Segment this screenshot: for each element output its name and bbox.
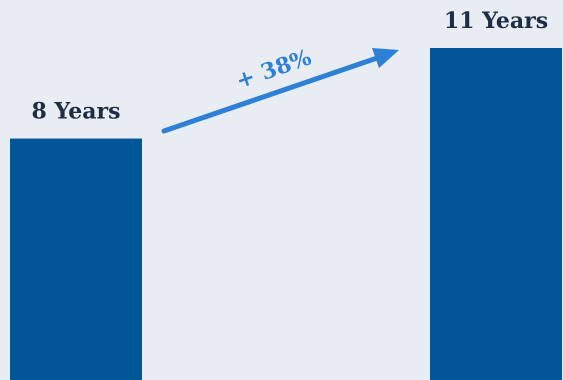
bar-label-11-years: 11 Years [444, 8, 548, 34]
bar-8-years [10, 138, 142, 380]
growth-arrow [161, 48, 399, 134]
growth-arrow-head [372, 48, 399, 68]
bar-11-years [430, 48, 562, 380]
growth-annotation: + 38% [233, 44, 315, 94]
bar-label-8-years: 8 Years [32, 99, 121, 125]
growth-arrow-shaft [161, 54, 383, 134]
